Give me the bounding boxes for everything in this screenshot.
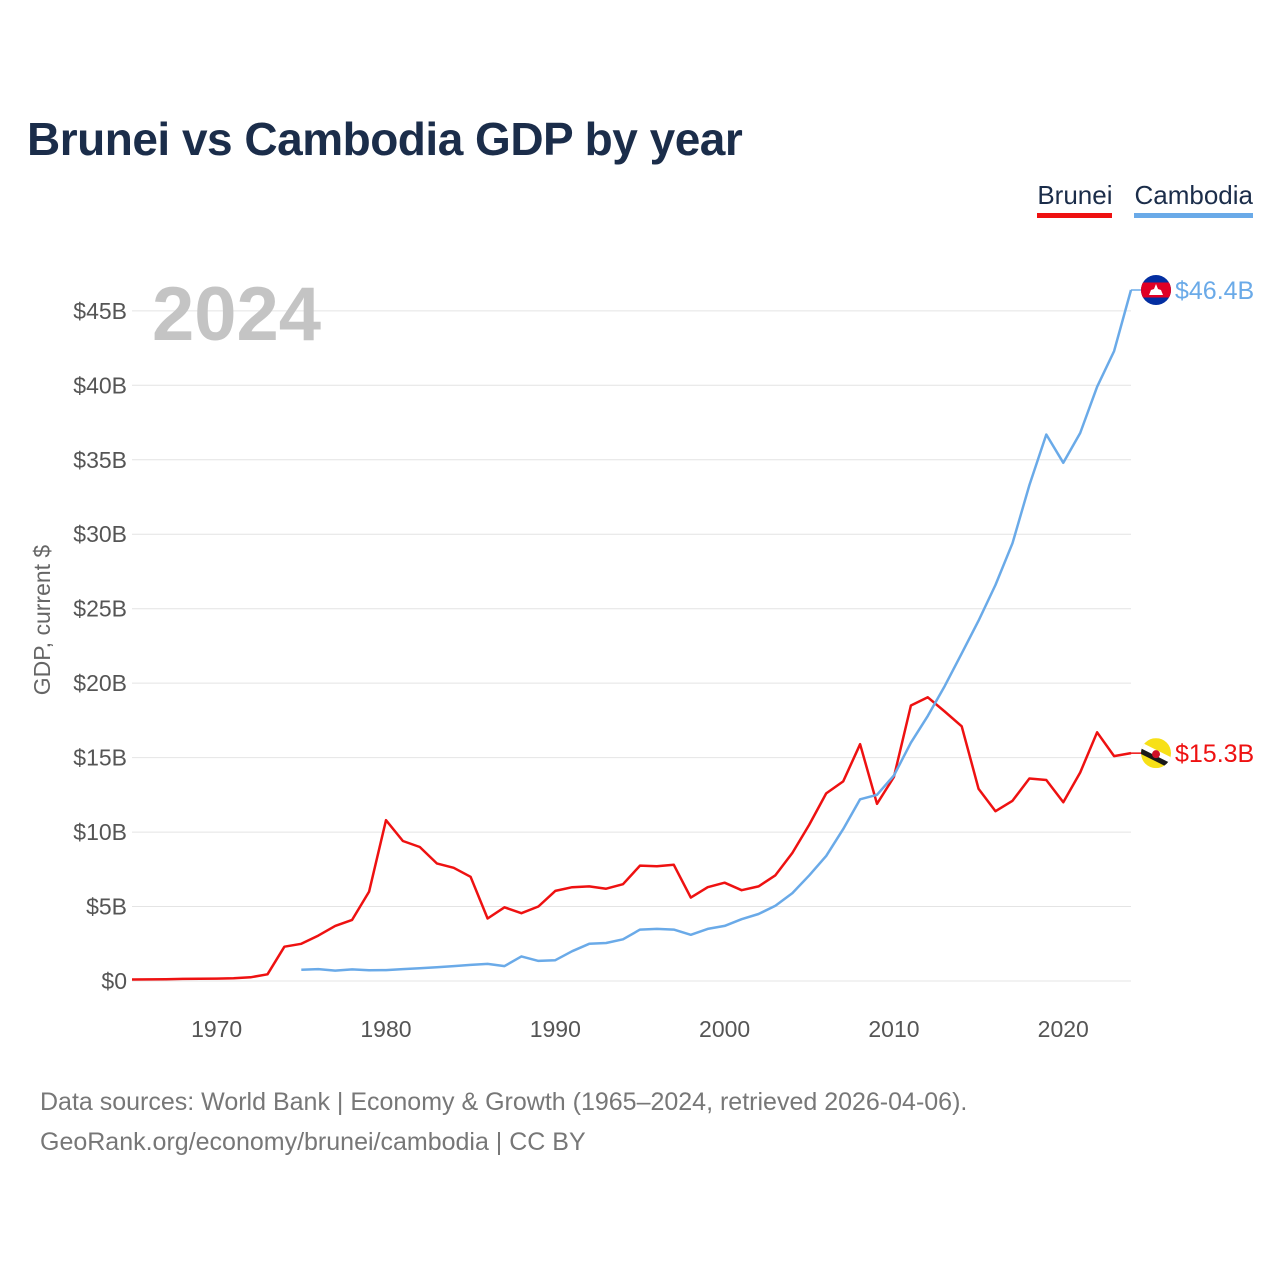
brunei-flag-icon — [1141, 738, 1171, 769]
y-tick-label: $0 — [101, 968, 127, 994]
footer-attribution: GeoRank.org/economy/brunei/cambodia | CC… — [40, 1128, 586, 1156]
x-axis-ticks: 1970 1980 1990 2000 2010 2020 — [191, 1016, 1089, 1042]
flag-body — [1141, 738, 1171, 769]
flag-emblem — [1152, 750, 1160, 759]
x-tick-label: 1970 — [191, 1016, 242, 1042]
y-tick-label: $10B — [73, 819, 127, 845]
year-watermark: 2024 — [152, 272, 321, 357]
series-line-brunei — [131, 696, 1132, 981]
gridlines — [132, 310, 1131, 982]
y-tick-label: $40B — [73, 372, 127, 398]
y-tick-label: $25B — [73, 596, 127, 622]
legend-item-brunei[interactable]: Brunei — [1037, 180, 1113, 218]
flag-temple — [1149, 284, 1163, 295]
end-value-label-cambodia: $46.4B — [1175, 277, 1254, 305]
series-lines — [131, 289, 1133, 981]
footer: Data sources: World Bank | Economy & Gro… — [40, 1082, 967, 1162]
y-tick-label: $45B — [73, 298, 127, 324]
y-tick-label: $20B — [73, 670, 127, 696]
chart-title: Brunei vs Cambodia GDP by year — [27, 113, 743, 165]
y-axis-label: GDP, current $ — [29, 545, 55, 696]
x-tick-label: 2020 — [1038, 1016, 1089, 1042]
cambodia-flag-icon — [1141, 275, 1171, 305]
end-markers: $15.3B $46.4B — [1131, 275, 1254, 769]
legend-item-cambodia[interactable]: Cambodia — [1134, 180, 1253, 218]
footer-source: Data sources: World Bank | Economy & Gro… — [40, 1088, 968, 1116]
x-tick-label: 1990 — [530, 1016, 581, 1042]
y-tick-label: $15B — [73, 745, 127, 771]
flag-body — [1141, 275, 1171, 305]
y-tick-label: $30B — [73, 521, 127, 547]
y-tick-label: $5B — [86, 894, 127, 920]
series-line-cambodia — [301, 289, 1133, 972]
legend: Brunei Cambodia — [1037, 180, 1253, 218]
y-tick-label: $35B — [73, 447, 127, 473]
x-tick-label: 2000 — [699, 1016, 750, 1042]
x-tick-label: 1980 — [360, 1016, 411, 1042]
x-tick-label: 2010 — [868, 1016, 919, 1042]
end-value-label-brunei: $15.3B — [1175, 740, 1254, 768]
y-axis-ticks: $0 $5B $10B $15B $20B $25B $30B $35B $40B $45B — [73, 298, 127, 994]
